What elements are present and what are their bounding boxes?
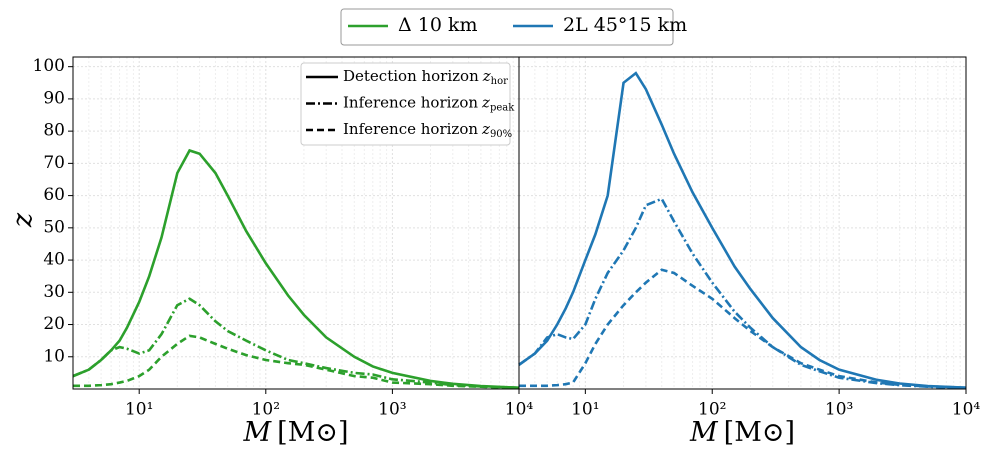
plot-frame	[518, 56, 967, 390]
y-tick-label: 60	[43, 185, 65, 205]
x-axis-label: M [M⊙]	[243, 417, 349, 448]
y-tick-label: 20	[43, 314, 65, 334]
style-legend-symbol: z	[481, 120, 490, 138]
y-tick-label: 70	[43, 153, 65, 173]
legend-label: 2L 45°15 km	[563, 14, 687, 36]
legend-box	[340, 8, 674, 46]
y-tick-label: 90	[43, 88, 65, 108]
style-legend-symbol: z	[482, 67, 491, 85]
y-tick-label: 100	[33, 56, 65, 76]
x-axis-symbol: M	[689, 417, 719, 448]
style-legend-text: Inference horizon	[343, 94, 478, 112]
legend-label: Δ 10 km	[398, 14, 478, 36]
style-legend-symbol: z	[481, 94, 490, 112]
x-tick-label: 10³	[378, 400, 406, 420]
y-tick-label: 80	[43, 121, 65, 141]
style-legend-subscript: 90%	[490, 129, 512, 140]
x-tick-label: 10³	[825, 400, 853, 420]
x-tick-label: 10⁴	[952, 400, 981, 420]
x-axis-unit: [M⊙]	[724, 417, 795, 448]
y-axis-label: z	[8, 212, 39, 228]
style-legend-box	[300, 62, 511, 146]
style-legend-subscript: hor	[491, 76, 508, 87]
style-legend-text: Detection horizon	[343, 67, 479, 85]
series-line	[73, 334, 520, 390]
x-axis-unit: [M⊙]	[277, 417, 348, 448]
style-legend-label: Inference horizon zpeak	[343, 94, 515, 114]
style-legend-label: Detection horizon zhor	[343, 67, 508, 87]
x-axis-label: M [M⊙]	[689, 417, 795, 448]
style-legend-text: Inference horizon	[343, 120, 478, 138]
x-tick-label: 10⁴	[505, 400, 534, 420]
x-tick-label: 10¹	[571, 400, 599, 420]
x-tick-label: 10¹	[125, 400, 153, 420]
series-line	[518, 197, 967, 390]
series-line	[519, 268, 967, 390]
x-axis-symbol: M	[243, 417, 273, 448]
y-tick-label: 10	[43, 346, 65, 366]
x-tick-label: 10²	[252, 400, 280, 420]
y-tick-label: 50	[43, 217, 65, 237]
series-line	[72, 148, 520, 390]
x-tick-label: 10²	[698, 400, 726, 420]
panel: 10¹ 10² 10³ 10⁴ M [M⊙]	[518, 56, 981, 448]
y-tick-label: 40	[43, 250, 65, 270]
series-line	[72, 297, 520, 390]
style-legend-label: Inference horizon z90%	[343, 120, 512, 140]
style-legend-subscript: peak	[490, 102, 515, 113]
series-line	[518, 71, 967, 390]
y-tick-label: 30	[43, 282, 65, 302]
